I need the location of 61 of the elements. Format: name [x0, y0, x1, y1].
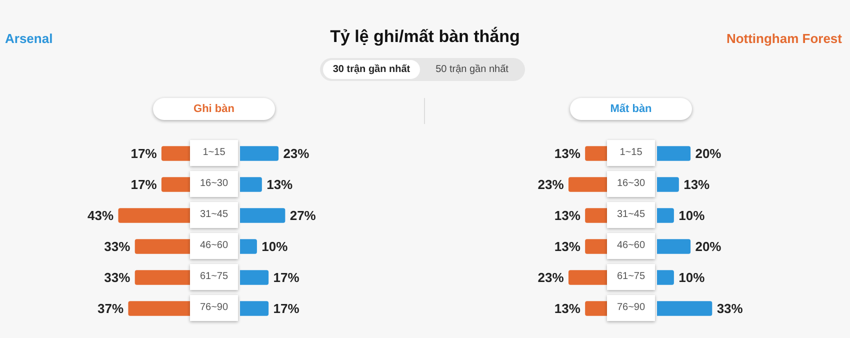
data-label: 17%	[130, 177, 158, 192]
text: Nottingham Forest	[726, 31, 842, 46]
data-label: 10%	[678, 208, 706, 224]
y-tick-label: 16~30	[607, 171, 655, 197]
data-label: 20%	[695, 146, 722, 162]
y-tick-label: 16~30	[190, 171, 238, 197]
bar	[240, 270, 269, 285]
data-label: 20%	[695, 239, 722, 254]
y-tick-label: 1~15	[607, 140, 655, 166]
bar	[657, 270, 674, 285]
bar	[657, 239, 691, 254]
y-tick-label: 31~45	[607, 202, 655, 228]
data-label: 13%	[554, 301, 581, 316]
text: Tỷ lệ ghi/mất bàn thắng	[330, 27, 520, 46]
text: 30 trận gần nhất	[323, 60, 420, 79]
data-label: 17%	[130, 146, 158, 162]
bar	[657, 208, 674, 223]
bar	[118, 208, 190, 223]
text: 50 trận gần nhất	[434, 63, 510, 77]
y-tick-label: 31~45	[190, 202, 238, 228]
data-label: 33%	[104, 239, 131, 254]
data-label: 13%	[554, 208, 581, 224]
bar	[161, 177, 190, 192]
bar	[240, 146, 279, 161]
bar	[134, 239, 190, 254]
data-label: 23%	[283, 146, 310, 162]
data-label: 13%	[554, 146, 581, 162]
data-label: 23%	[538, 177, 564, 192]
bar	[657, 177, 679, 192]
y-tick-label: 61~75	[607, 264, 655, 290]
text: Arsenal	[5, 31, 53, 46]
text: Mất bàn	[570, 98, 692, 120]
data-label: 27%	[290, 208, 316, 224]
data-label: 23%	[538, 270, 564, 286]
data-label: 17%	[273, 301, 300, 316]
data-label: 13%	[684, 177, 710, 192]
y-tick-label: 61~75	[190, 264, 238, 290]
data-label: 37%	[98, 301, 124, 316]
bar	[657, 301, 712, 316]
y-tick-label: 76~90	[190, 295, 238, 321]
y-tick-label: 46~60	[190, 233, 238, 259]
data-label: 13%	[554, 239, 581, 254]
bar	[240, 301, 269, 316]
data-label: 33%	[104, 270, 131, 286]
y-tick-label: 1~15	[190, 140, 238, 166]
y-tick-label: 76~90	[607, 295, 655, 321]
bar	[657, 146, 691, 161]
bar	[240, 208, 286, 223]
bar	[240, 177, 262, 192]
y-tick-label: 46~60	[607, 233, 655, 259]
data-label: 10%	[262, 239, 288, 254]
data-label: 13%	[266, 177, 294, 192]
bar	[134, 270, 190, 285]
bar	[161, 146, 190, 161]
data-label: 43%	[88, 208, 114, 224]
data-label: 33%	[716, 301, 744, 316]
bar	[240, 239, 257, 254]
data-label: 17%	[273, 270, 300, 286]
text: Ghi bàn	[153, 98, 275, 120]
data-label: 10%	[678, 270, 706, 286]
bar	[128, 301, 190, 316]
